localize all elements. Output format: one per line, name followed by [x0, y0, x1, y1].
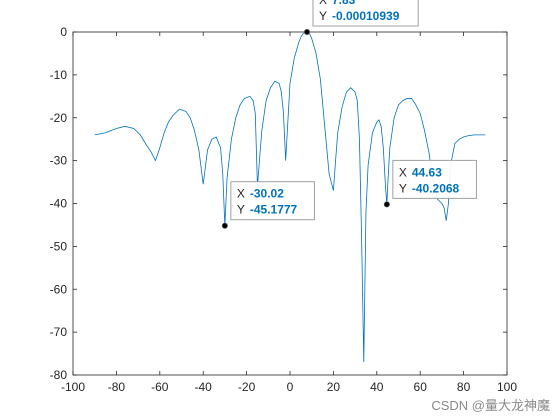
y-tick-labels: 0 -10 -20 -30 -40 -50 -60 -70 -80: [50, 25, 68, 382]
data-tip-y-key: Y: [237, 203, 245, 217]
x-tick-label: -60: [151, 380, 169, 394]
series-line: [94, 31, 486, 363]
x-tick-label: 40: [370, 380, 384, 394]
y-tick-label: -60: [50, 282, 68, 296]
x-tick-label: -100: [61, 380, 85, 394]
y-tick-label: -50: [50, 239, 68, 253]
data-tip-marker: [221, 222, 228, 229]
x-tick-label: 20: [327, 380, 341, 394]
data-tip-x-value: 44.63: [412, 165, 442, 179]
data-tip[interactable]: X 44.63 Y -40.2068: [383, 159, 477, 208]
data-tip-box: [230, 181, 315, 221]
x-tick-label: 0: [287, 380, 294, 394]
y-tick-label: -70: [50, 325, 68, 339]
data-tip-x-key: X: [237, 187, 245, 201]
y-tick-label: 0: [60, 25, 67, 39]
axis-ticks: [72, 31, 508, 376]
y-tick-label: -20: [50, 111, 68, 125]
data-tip-y-value: -0.00010939: [332, 9, 400, 23]
data-tip-marker: [383, 201, 390, 208]
x-tick-label: -20: [238, 380, 256, 394]
y-tick-label: -40: [50, 197, 68, 211]
data-tip-box: [312, 0, 419, 27]
x-tick-label: 100: [497, 380, 517, 394]
x-tick-label: -80: [108, 380, 126, 394]
data-tips: X -30.02 Y -45.1777 X 7.83 Y -0.00010939 X 44.63 Y…: [221, 0, 477, 229]
y-tick-label: -30: [50, 154, 68, 168]
data-tip-y-key: Y: [399, 181, 407, 195]
data-tip[interactable]: X -30.02 Y -45.1777: [221, 181, 315, 229]
x-tick-label: 60: [414, 380, 428, 394]
data-tip-x-value: 7.83: [332, 0, 356, 7]
data-tip-y-value: -40.2068: [412, 181, 460, 195]
data-tip-x-value: -30.02: [250, 187, 284, 201]
data-tip-x-key: X: [399, 165, 407, 179]
x-tick-labels: -100 -80 -60 -40 -20 0 20 40 60 80 100: [61, 380, 517, 394]
data-tip-x-key: X: [319, 0, 327, 7]
data-tip-marker: [303, 29, 310, 36]
x-tick-label: -40: [195, 380, 213, 394]
y-tick-label: -10: [50, 68, 68, 82]
y-tick-label: -80: [50, 368, 68, 382]
data-tip-y-value: -45.1777: [250, 203, 298, 217]
watermark: CSDN @量大龙神魔: [431, 398, 550, 413]
data-tip[interactable]: X 7.83 Y -0.00010939: [303, 0, 419, 36]
data-tip-y-key: Y: [319, 9, 327, 23]
data-tip-box: [392, 159, 477, 199]
x-tick-label: 80: [457, 380, 471, 394]
